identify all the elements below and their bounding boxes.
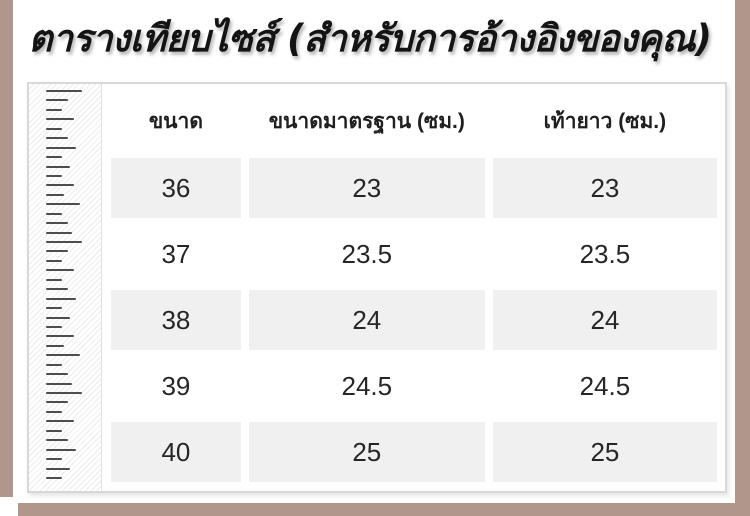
table-cell: 24 [248,290,485,350]
ruler-tick [46,382,72,385]
ruler-tick [46,476,62,479]
table-cell: 23.5 [248,224,485,284]
ruler-tick [46,165,70,168]
col-header-standard-size: ขนาดมาตรฐาน (ซม.) [248,90,485,152]
ruler-tick [46,118,74,121]
table-row: 37 23.5 23.5 [111,224,717,284]
frame-left-band [0,0,13,497]
ruler-tick [46,174,62,177]
table-cell: 23.5 [492,224,717,284]
ruler-tick [46,307,62,310]
table-cell: 23 [248,158,485,218]
ruler-tick [46,458,62,461]
ruler-graphic [29,84,102,491]
ruler-tick [46,146,76,149]
ruler-tick [46,363,62,366]
ruler-tick [46,392,82,394]
ruler-tick [46,278,62,281]
table-row: 36 23 23 [111,158,717,218]
ruler-tick [46,354,80,357]
ruler-tick [46,335,74,338]
table-row: 39 24.5 24.5 [111,356,717,416]
ruler-tick [46,325,62,328]
size-table-card: ขนาด ขนาดมาตรฐาน (ซม.) เท้ายาว (ซม.) 36 2… [27,82,727,493]
ruler-tick [46,420,74,423]
frame-right-band [735,0,750,516]
table-cell: 24 [492,290,717,350]
ruler-tick [46,90,82,92]
ruler-tick [46,137,68,140]
table-cell: 23 [492,158,717,218]
col-header-foot-length: เท้ายาว (ซม.) [492,90,717,152]
ruler-tick [46,344,64,347]
ruler-tick [46,316,70,319]
ruler-tick [46,467,70,470]
ruler-tick [46,212,62,215]
ruler-tick [46,156,62,159]
ruler-tick [46,203,80,206]
ruler-tick [46,288,68,291]
table-cell: 24.5 [248,356,485,416]
ruler-tick [46,222,68,225]
table-cell: 37 [111,224,241,284]
ruler-tick [46,127,62,130]
table-row: 40 25 25 [111,422,717,482]
table-cell: 25 [492,422,717,482]
ruler-tick [46,448,76,451]
table-cell: 36 [111,158,241,218]
table-cell: 38 [111,290,241,350]
page-title: ตารางเทียบไซส์ (สำหรับการอ้างอิงของคุณ) [28,17,712,60]
ruler-tick [46,231,72,234]
table-cell: 40 [111,422,241,482]
ruler-tick [46,439,68,442]
ruler-tick [46,410,62,413]
ruler-tick [46,184,74,187]
ruler-tick [46,108,62,111]
ruler-tick [46,297,76,300]
ruler-tick [46,429,62,432]
table-cell: 39 [111,356,241,416]
frame-bottom-band [18,503,750,516]
ruler-tick [46,99,68,102]
table-row: 38 24 24 [111,290,717,350]
ruler-tick [46,259,62,262]
size-table: ขนาด ขนาดมาตรฐาน (ซม.) เท้ายาว (ซม.) 36 2… [103,84,725,488]
ruler-tick [46,241,82,243]
table-cell: 24.5 [492,356,717,416]
ruler-tick [46,401,68,404]
table-cell: 25 [248,422,485,482]
ruler-tick [46,373,68,376]
ruler-tick [46,193,64,196]
table-header-row: ขนาด ขนาดมาตรฐาน (ซม.) เท้ายาว (ซม.) [111,90,717,152]
ruler-tick [46,250,68,253]
ruler-tick [46,269,74,272]
col-header-size: ขนาด [111,90,241,152]
